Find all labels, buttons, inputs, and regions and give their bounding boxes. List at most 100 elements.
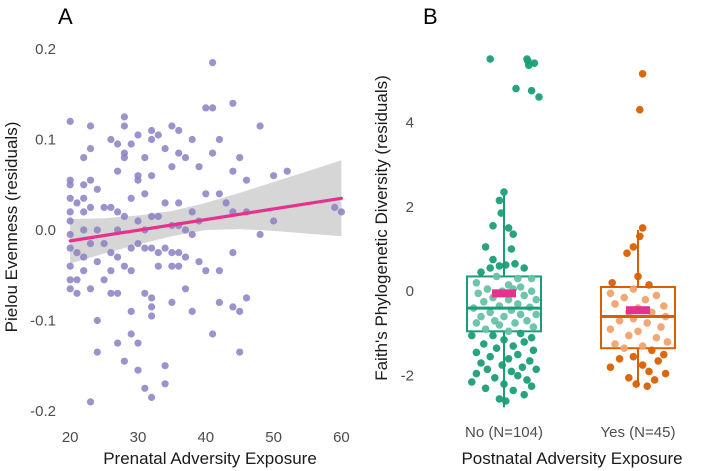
b-data-point: [654, 357, 662, 365]
b-data-point: [498, 361, 507, 369]
b-data-point: [520, 291, 528, 300]
b-data-point: [489, 331, 497, 340]
a-data-point: [100, 240, 108, 248]
b-data-point: [500, 380, 508, 388]
a-data-point: [202, 267, 210, 275]
b-data-point: [529, 346, 538, 355]
a-data-point: [100, 276, 108, 284]
b-data-point: [504, 224, 513, 232]
a-data-point: [107, 135, 115, 144]
b-data-point: [514, 300, 522, 308]
a-data-point: [134, 339, 142, 347]
a-data-point: [229, 249, 237, 257]
a-data-point: [141, 154, 149, 162]
b-data-point: [507, 367, 516, 376]
a-data-point: [148, 244, 156, 252]
b-data-point: [606, 363, 615, 372]
b-y-tick-label: 2: [406, 199, 414, 216]
b-data-point: [474, 289, 483, 298]
b-data-point: [520, 264, 528, 272]
a-data-point: [80, 194, 88, 202]
a-data-point: [127, 267, 135, 275]
a-x-tick-label: 30: [130, 429, 147, 446]
a-data-point: [93, 316, 101, 325]
b-data-point: [509, 386, 517, 395]
b-data-point: [606, 289, 615, 298]
b-data-point: [638, 70, 647, 78]
a-data-point: [114, 289, 122, 297]
b-y-tick-label: -2: [401, 368, 414, 385]
b-data-point: [615, 355, 624, 363]
a-data-point: [80, 267, 88, 275]
b-data-point: [495, 321, 504, 329]
a-data-point: [80, 208, 88, 216]
a-x-tick-label: 50: [265, 429, 282, 446]
a-x-ticks: 20 30 40 50 60: [62, 429, 350, 446]
a-data-point: [161, 244, 169, 252]
a-data-point: [93, 185, 101, 193]
a-data-point: [120, 122, 128, 130]
a-data-point: [141, 384, 149, 392]
b-data-point: [530, 59, 539, 67]
a-data-point: [154, 212, 162, 220]
panel-a-label: A: [58, 4, 73, 29]
a-data-point: [215, 267, 223, 275]
b-data-point: [660, 302, 668, 310]
b-data-point: [634, 272, 642, 281]
a-data-point: [114, 167, 122, 175]
a-x-tick-label: 40: [197, 429, 214, 446]
b-data-point: [472, 279, 481, 287]
a-data-point: [73, 249, 81, 257]
a-data-point: [120, 262, 128, 270]
b-data-point: [500, 188, 508, 196]
a-trend-line: [68, 196, 344, 243]
a-data-point: [148, 312, 156, 320]
a-data-point: [168, 298, 176, 306]
b-points: [468, 55, 672, 405]
a-data-point: [141, 244, 149, 252]
a-data-point: [127, 307, 135, 315]
a-data-point: [86, 203, 95, 211]
a-data-point: [161, 145, 169, 153]
a-data-point: [236, 307, 244, 315]
b-means: [467, 289, 675, 319]
a-y-tick-label: -0.2: [30, 403, 56, 420]
b-data-point: [486, 55, 495, 63]
b-data-point: [504, 327, 513, 336]
a-y-axis-title: Pielou Evenness (residuals): [2, 122, 21, 333]
b-data-point: [492, 272, 501, 281]
b-data-point: [606, 325, 615, 334]
b-data-point: [518, 363, 527, 372]
a-data-point: [242, 294, 251, 302]
b-data-point: [477, 312, 485, 321]
b-data-point: [509, 342, 517, 350]
a-data-point: [161, 199, 169, 207]
a-data-point: [188, 307, 196, 315]
b-data-point: [638, 224, 647, 232]
a-data-point: [188, 230, 196, 239]
b-x-tick-label: No (N=104): [465, 424, 543, 441]
a-data-point: [168, 163, 176, 171]
b-y-ticks: -2 0 2 4: [401, 114, 414, 384]
b-data-point: [481, 384, 490, 393]
a-data-point: [141, 190, 149, 198]
b-data-point: [472, 319, 481, 327]
a-data-point: [202, 190, 210, 198]
a-x-tick-label: 20: [62, 429, 79, 446]
a-data-point: [107, 289, 115, 297]
b-data-point: [514, 371, 522, 380]
a-data-point: [114, 339, 122, 347]
a-data-point: [331, 203, 339, 211]
b-data-point: [608, 279, 616, 287]
a-data-point: [148, 303, 156, 311]
a-data-point: [66, 276, 74, 284]
a-data-point: [73, 289, 81, 297]
b-data-point: [641, 295, 650, 304]
a-data-point: [66, 117, 74, 125]
a-data-point: [270, 217, 278, 225]
b-data-point: [643, 382, 651, 391]
b-data-point: [516, 310, 525, 319]
a-data-point: [188, 208, 196, 216]
a-data-point: [236, 348, 244, 356]
